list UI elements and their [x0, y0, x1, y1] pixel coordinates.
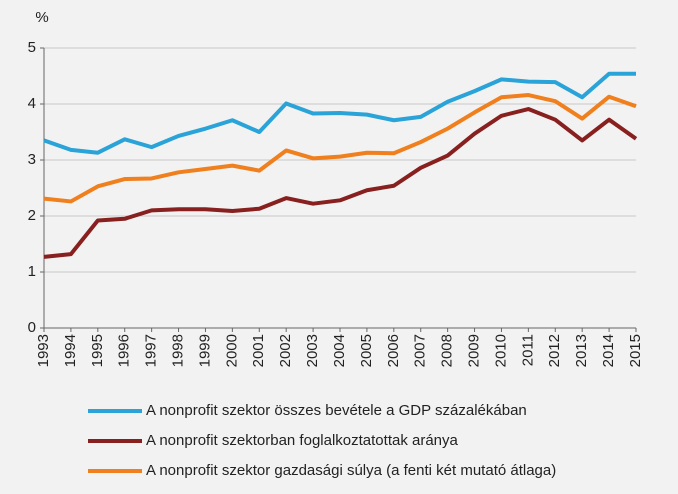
x-tick-label: 1999 — [196, 334, 213, 367]
legend-label: A nonprofit szektor összes bevétele a GD… — [146, 402, 527, 419]
x-tick-label: 2011 — [519, 334, 536, 366]
y-tick-label: 5 — [28, 39, 36, 56]
legend-label: A nonprofit szektorban foglalkoztatottak… — [146, 432, 459, 449]
x-tick-label: 2013 — [573, 334, 590, 367]
x-tick-label: 1996 — [116, 334, 133, 367]
y-tick-label: 3 — [28, 151, 36, 168]
x-tick-label: 2015 — [627, 334, 644, 367]
y-tick-label: 0 — [28, 319, 36, 336]
x-tick-label: 1994 — [62, 334, 79, 367]
x-tick-label: 2014 — [600, 334, 617, 367]
x-tick-label: 1995 — [89, 334, 106, 367]
x-tick-label: 2008 — [439, 334, 456, 367]
x-tick-label: 2005 — [358, 334, 375, 367]
series-line — [43, 107, 638, 259]
x-tick-label: 2000 — [223, 334, 240, 367]
x-tick-label: 2001 — [250, 334, 267, 367]
x-tick-label: 2007 — [412, 334, 429, 367]
x-tick-label: 2006 — [385, 334, 402, 367]
x-tick-label: 1998 — [170, 334, 187, 367]
y-tick-label: 1 — [28, 263, 36, 280]
x-tick-label: 1997 — [143, 334, 160, 367]
y-tick-label: 4 — [28, 95, 36, 112]
x-tick-label: 2004 — [331, 334, 348, 367]
series-line — [43, 71, 636, 155]
series-line — [43, 93, 637, 204]
x-tick-label: 1993 — [35, 334, 52, 367]
x-tick-label: 2012 — [546, 334, 563, 367]
legend-label: A nonprofit szektor gazdasági súlya (a f… — [146, 462, 556, 479]
y-axis-label: % — [35, 9, 48, 26]
x-tick-label: 2009 — [466, 334, 483, 367]
x-tick-label: 2003 — [304, 334, 321, 367]
y-tick-label: 2 — [28, 207, 36, 224]
x-tick-label: 2010 — [492, 334, 509, 367]
x-tick-label: 2002 — [277, 334, 294, 367]
